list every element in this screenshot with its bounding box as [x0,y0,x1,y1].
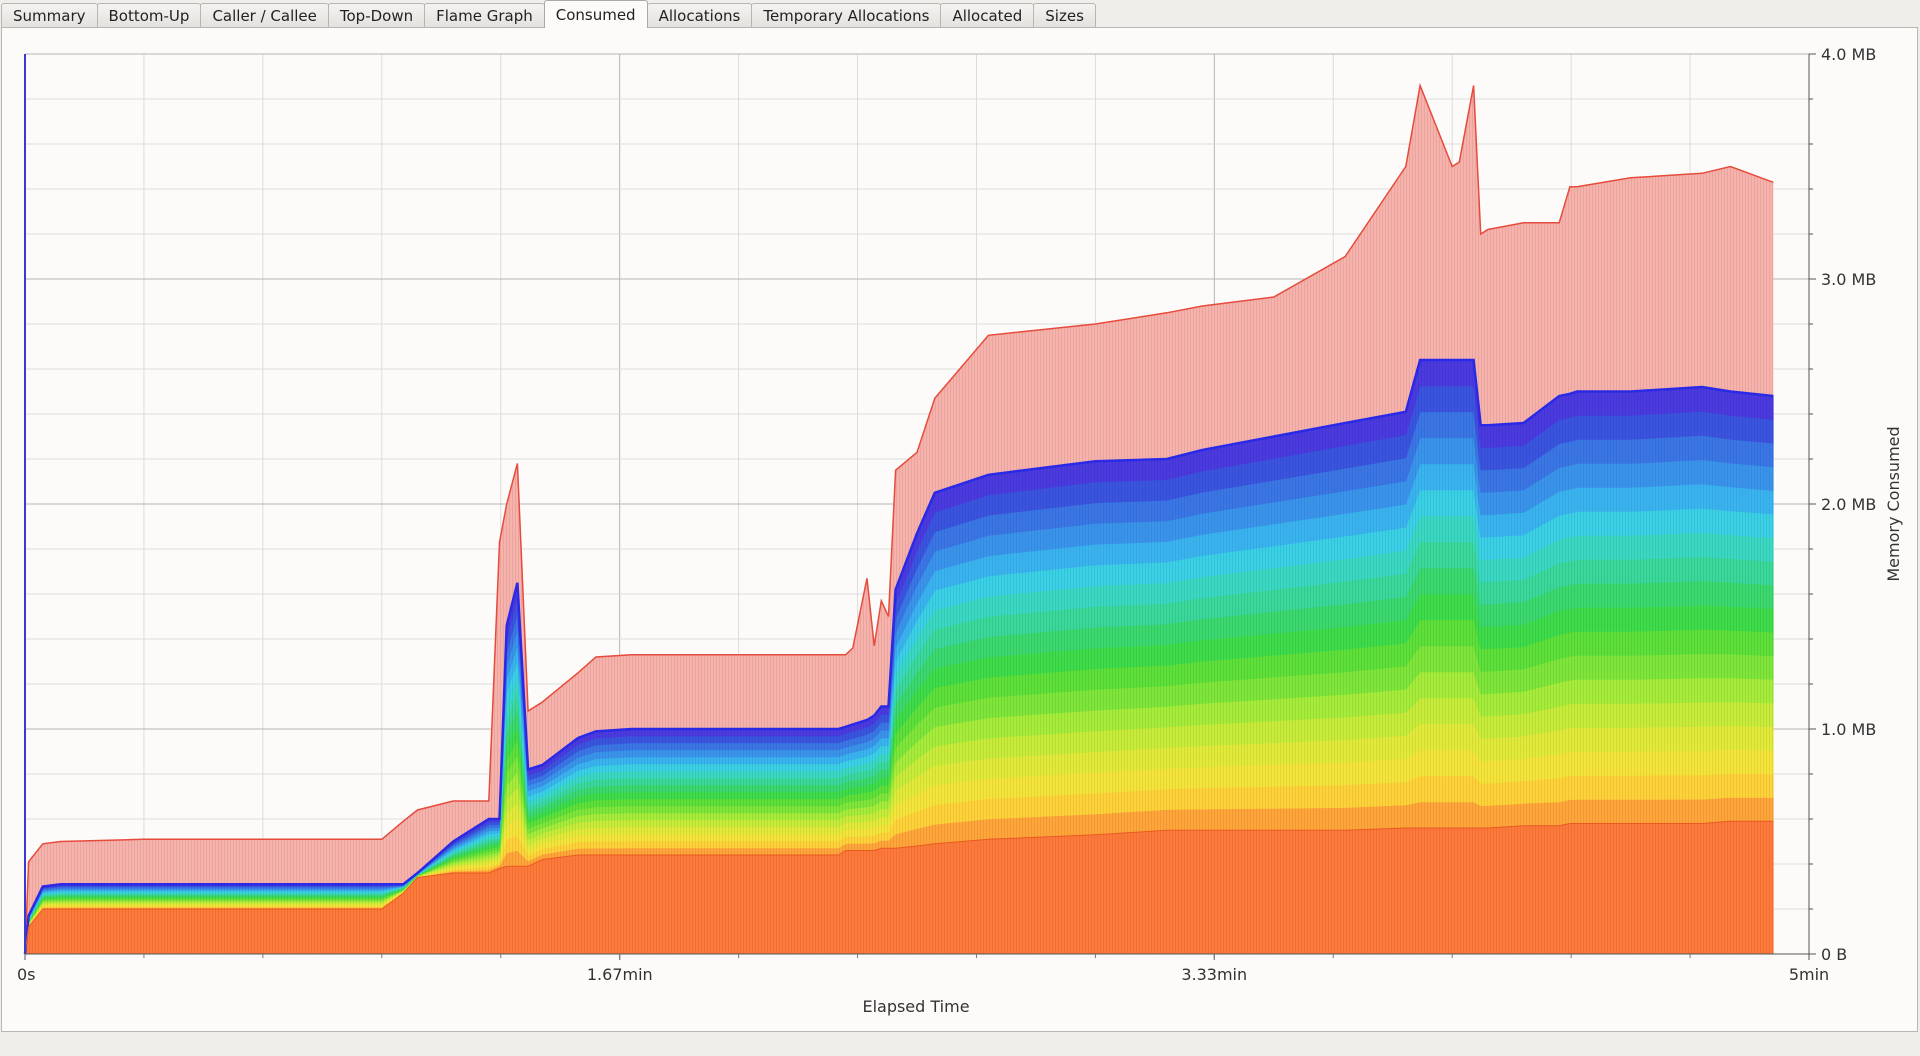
x-axis-label: Elapsed Time [862,997,969,1016]
consumed-chart-panel: 0s 1.67min 3.33min 5min 0 B 1.0 MB 2.0 MB 3.0 M… [1,27,1918,1032]
tab-temporary-allocations[interactable]: Temporary Allocations [751,3,942,28]
tab-bar: Summary Bottom-Up Caller / Callee Top-Do… [0,0,1920,28]
tab-bottom-up[interactable]: Bottom-Up [96,3,202,28]
series-stripes [25,360,1774,954]
series-line-total-consumed [24,82,1774,955]
x-axis-tick-label: 0s [17,965,36,984]
y-axis-tick-label: 0 B [1821,945,1847,964]
tab-allocated[interactable]: Allocated [940,3,1035,28]
x-axis-tick-label: 3.33min [1181,965,1247,984]
y-axis-tick-label: 4.0 MB [1821,45,1876,64]
y-axis-tick-label: 1.0 MB [1821,720,1876,739]
series-line-base [24,820,1774,955]
y-axis-tick-label: 2.0 MB [1821,495,1876,514]
tab-caller-callee[interactable]: Caller / Callee [200,3,329,28]
tab-allocations[interactable]: Allocations [646,3,753,28]
chart-series-areas [23,82,1774,955]
series-line-peak [23,358,1774,955]
y-axis-tick-label: 3.0 MB [1821,270,1876,289]
tab-flame-graph[interactable]: Flame Graph [424,3,545,28]
y-axis-label: Memory Consumed [1884,426,1903,581]
tab-summary[interactable]: Summary [1,3,98,28]
x-axis-tick-label: 1.67min [587,965,653,984]
x-axis-tick-label: 5min [1789,965,1829,984]
tab-sizes[interactable]: Sizes [1033,3,1096,28]
tab-top-down[interactable]: Top-Down [327,3,426,28]
tab-consumed[interactable]: Consumed [543,0,648,28]
